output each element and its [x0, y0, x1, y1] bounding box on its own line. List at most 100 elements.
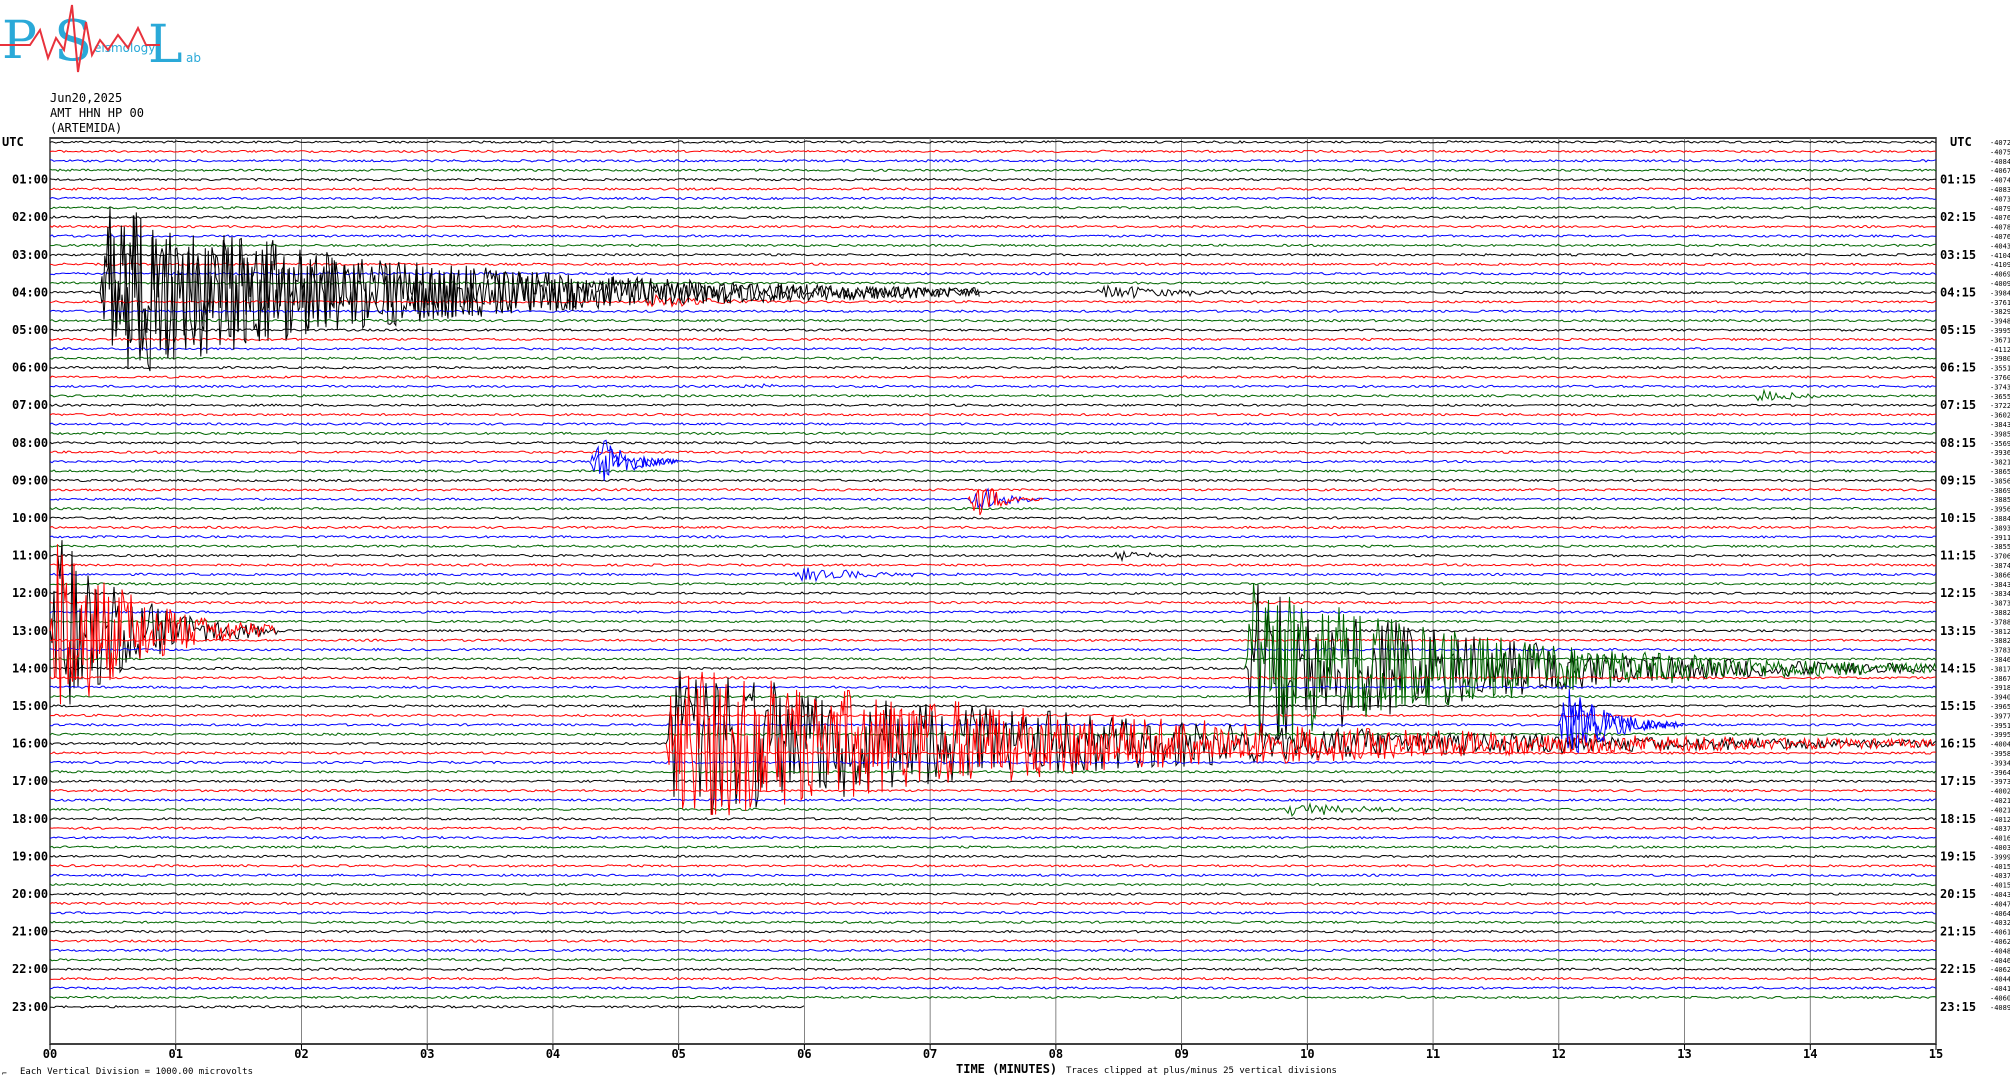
left-hour-label: 04:00 — [12, 285, 48, 299]
left-hour-label: 19:00 — [12, 849, 48, 863]
trace-offset-label: -4044 — [1990, 976, 2010, 984]
left-hour-label: 16:00 — [12, 737, 48, 751]
seismic-trace — [49, 365, 1937, 370]
trace-offset-label: -4021 — [1990, 797, 2010, 805]
logo-seismic-trace — [0, 4, 160, 73]
seismic-trace — [49, 383, 1937, 389]
seismic-trace — [49, 920, 1937, 924]
seismic-trace — [49, 439, 1937, 473]
x-axis-label: TIME (MINUTES) — [956, 1062, 1057, 1076]
seismic-trace — [49, 948, 1936, 953]
trace-offset-label: -3602 — [1990, 412, 2010, 420]
right-hour-label: 15:15 — [1940, 699, 1976, 713]
left-hour-label: 07:00 — [12, 398, 48, 412]
seismic-trace — [49, 159, 1937, 163]
record-date: Jun20,2025 — [50, 91, 122, 105]
trace-offset-label: -3980 — [1990, 355, 2010, 363]
seismic-trace — [49, 816, 1937, 821]
trace-offset-label: -3829 — [1990, 308, 2010, 316]
trace-offset-label: -4016 — [1990, 835, 2010, 843]
seismic-trace — [49, 309, 1937, 313]
right-hour-label: 18:15 — [1940, 812, 1976, 826]
trace-group — [49, 140, 1937, 1009]
trace-offset-label: -4043 — [1990, 242, 2010, 250]
seismic-trace — [49, 732, 1937, 736]
trace-offset-label: -4002 — [1990, 788, 2010, 796]
right-hour-label: 05:15 — [1940, 323, 1976, 337]
seismic-trace — [49, 487, 1937, 510]
x-tick-label: 14 — [1803, 1047, 1817, 1061]
seismic-trace — [50, 694, 1937, 699]
left-hour-label: 09:00 — [12, 473, 48, 487]
seismic-trace — [49, 798, 1937, 802]
seismic-trace — [49, 388, 1937, 402]
right-hour-label: 16:15 — [1940, 737, 1976, 751]
seismic-trace — [49, 647, 1937, 652]
trace-offset-label: -3934 — [1990, 759, 2010, 767]
left-hour-label: 12:00 — [12, 586, 48, 600]
seismic-trace — [49, 567, 1937, 583]
logo-word-lab: ab — [186, 51, 201, 65]
seismic-trace — [49, 751, 1937, 755]
x-tick-label: 11 — [1426, 1047, 1440, 1061]
seismic-trace — [49, 328, 1937, 332]
trace-offset-label: -3869 — [1990, 487, 2010, 495]
trace-offset-label: -3956 — [1990, 506, 2010, 514]
trace-offset-label: -3866 — [1990, 571, 2010, 579]
trace-offset-label: -3984 — [1990, 289, 2010, 297]
right-hour-label: 02:15 — [1940, 210, 1976, 224]
trace-offset-label: -4079 — [1990, 205, 2010, 213]
x-tick-label: 08 — [1049, 1047, 1063, 1061]
seismic-trace — [49, 469, 1937, 473]
seismic-trace — [49, 967, 1937, 971]
seismic-trace — [49, 675, 1936, 680]
trace-offset-label: -4003 — [1990, 844, 2010, 852]
trace-offset-label: -4032 — [1990, 919, 2010, 927]
trace-offset-label: -3865 — [1990, 468, 2010, 476]
trace-offset-label: -3843 — [1990, 421, 2010, 429]
event-waveform — [99, 212, 980, 360]
trace-offset-label: -3918 — [1990, 684, 2010, 692]
trace-offset-label: -4062 — [1990, 938, 2010, 946]
left-hour-label: 18:00 — [12, 812, 48, 826]
seismic-trace — [49, 177, 1936, 182]
trace-offset-label: -3882 — [1990, 609, 2010, 617]
right-hour-label: 20:15 — [1940, 887, 1976, 901]
seismic-trace — [49, 403, 1937, 407]
right-hour-label: 22:15 — [1940, 962, 1976, 976]
seismic-trace — [49, 488, 1937, 492]
left-hour-label: 10:00 — [12, 511, 48, 525]
x-tick-label: 00 — [43, 1047, 57, 1061]
trace-offset-label: -4109 — [1990, 261, 2010, 269]
trace-offset-label: -3569 — [1990, 440, 2010, 448]
trace-offset-label: -4069 — [1990, 271, 2010, 279]
trace-offset-label: -3706 — [1990, 553, 2010, 561]
trace-offset-label: -4012 — [1990, 816, 2010, 824]
x-tick-label: 09 — [1174, 1047, 1188, 1061]
trace-offset-label: -4043 — [1990, 891, 2010, 899]
trace-offset-label: -4084 — [1990, 158, 2010, 166]
seismic-trace — [49, 911, 1936, 915]
trace-offset-label: -4112 — [1990, 346, 2010, 354]
seismic-trace — [49, 168, 1937, 172]
seismic-trace — [49, 478, 1937, 483]
scale-note: Each Vertical Division = 1000.00 microvo… — [20, 1067, 253, 1077]
x-tick-label: 10 — [1300, 1047, 1314, 1061]
x-tick-label: 05 — [671, 1047, 685, 1061]
left-axis-title: UTC — [2, 135, 24, 149]
seismic-trace — [49, 591, 1937, 595]
corner-mark: ⌐ — [2, 1069, 7, 1078]
x-tick-label: 04 — [546, 1047, 560, 1061]
x-tick-label: 13 — [1677, 1047, 1691, 1061]
trace-offset-label: -4037 — [1990, 825, 2010, 833]
left-hour-label: 05:00 — [12, 323, 48, 337]
seismic-trace — [49, 412, 1937, 417]
seismic-trace — [49, 892, 1937, 896]
seismic-trace — [49, 149, 1937, 154]
seismic-trace — [49, 563, 1937, 567]
channel-id: AMT HHN HP 00 — [50, 106, 144, 120]
x-tick-label: 07 — [923, 1047, 937, 1061]
trace-offset-label: -3812 — [1990, 628, 2010, 636]
trace-offset-label: -4048 — [1990, 947, 2010, 955]
seismic-trace — [49, 422, 1937, 426]
